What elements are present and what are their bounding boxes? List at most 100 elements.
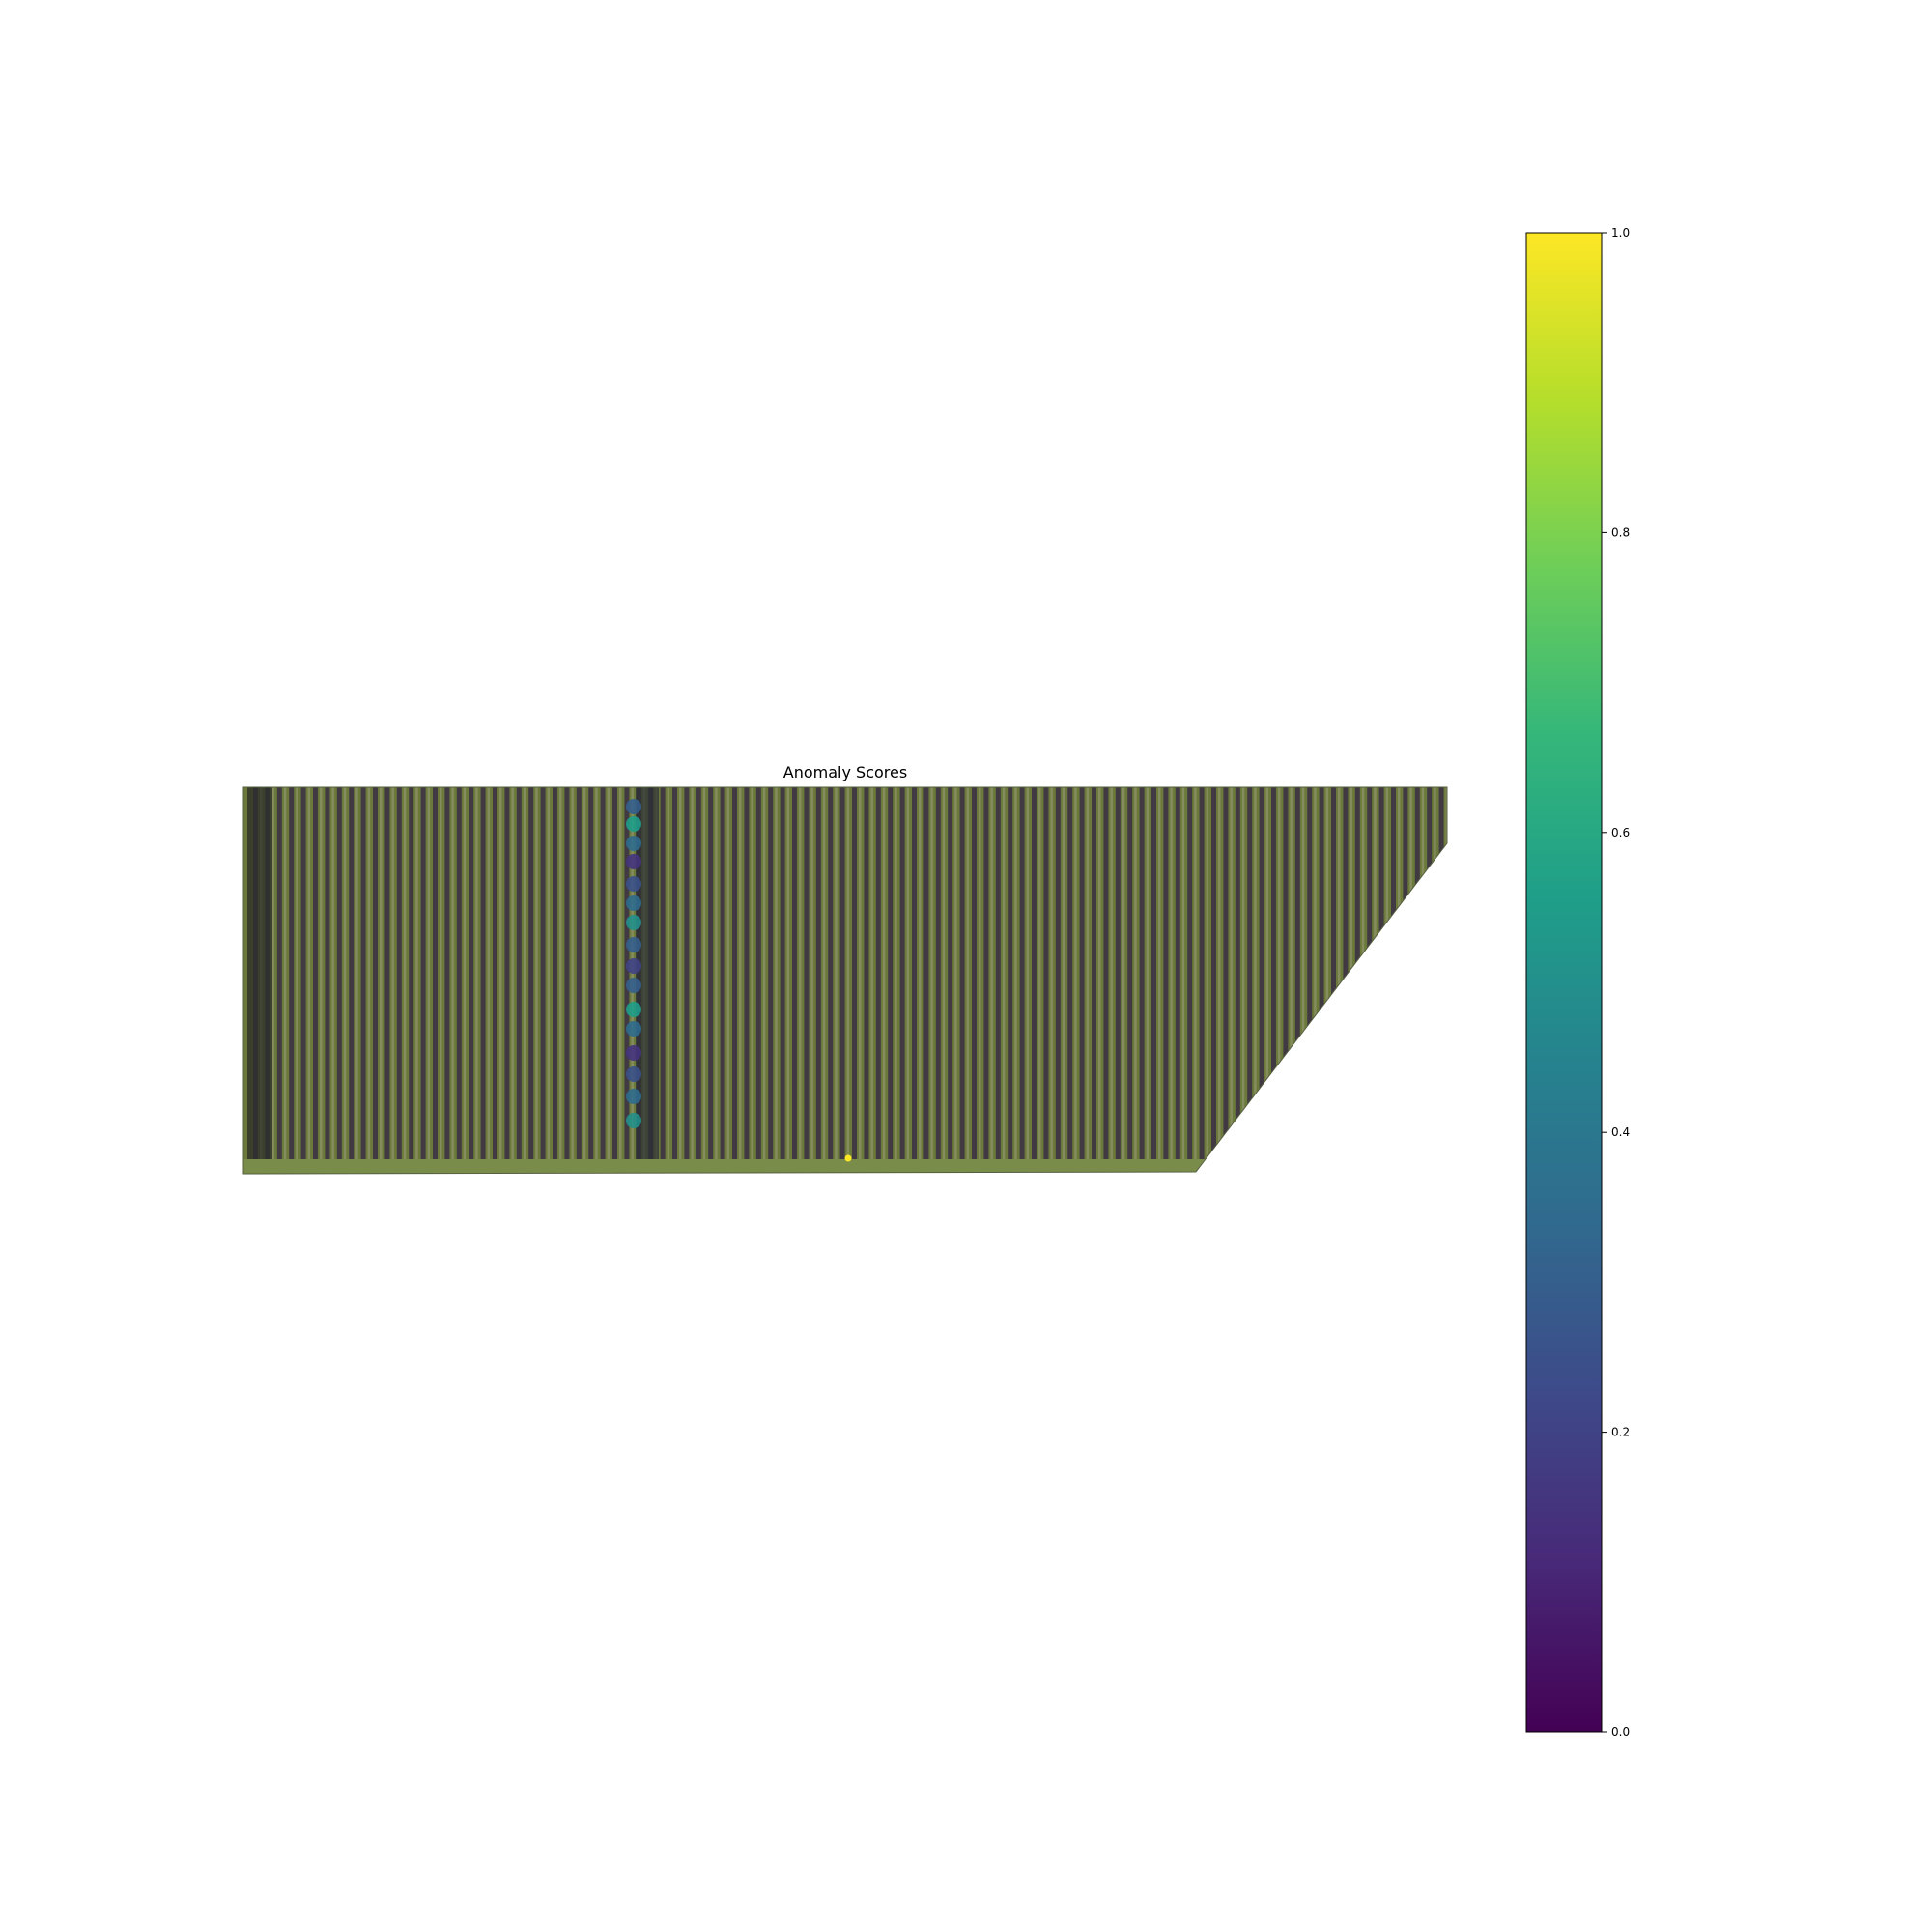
tree-row: [959, 787, 965, 1174]
tree-row: [708, 787, 714, 1174]
soil-strip: [1062, 787, 1065, 1174]
anomaly-point: [626, 895, 641, 911]
anomaly-point: [626, 836, 641, 851]
soil-strip: [367, 787, 371, 1174]
soil-strip: [1098, 787, 1101, 1174]
anomaly-point: [844, 1154, 852, 1162]
tree-row: [1079, 787, 1085, 1174]
orthomosaic-image: [243, 787, 1447, 1174]
tree-row: [564, 787, 570, 1174]
tree-row: [504, 787, 510, 1174]
soil-strip: [1301, 787, 1305, 1174]
tree-row: [852, 787, 857, 1174]
soil-strip: [1374, 787, 1377, 1174]
tree-row: [1175, 787, 1180, 1174]
tree-row: [576, 787, 582, 1174]
soil-strip: [775, 787, 778, 1174]
tree-row: [1391, 787, 1396, 1174]
tree-row: [1403, 787, 1408, 1174]
soil-strip: [859, 787, 862, 1174]
soil-strip: [559, 787, 562, 1174]
soil-strip: [691, 787, 694, 1174]
tree-row: [1055, 787, 1061, 1174]
anomaly-point: [626, 978, 641, 993]
soil-strip: [1290, 787, 1293, 1174]
tree-row: [1067, 787, 1073, 1174]
tree-row: [360, 787, 366, 1174]
tree-row: [420, 787, 426, 1174]
anomaly-point: [626, 1089, 641, 1104]
tree-row: [349, 787, 355, 1174]
tree-row: [912, 787, 917, 1174]
tree-row: [839, 787, 845, 1174]
soil-strip: [1241, 787, 1245, 1174]
soil-strip: [835, 787, 838, 1174]
soil-strip: [391, 787, 394, 1174]
soil-strip: [1194, 787, 1197, 1174]
soil-strip: [1050, 787, 1053, 1174]
tree-row: [325, 787, 330, 1174]
tree-row: [276, 787, 282, 1174]
tree-row: [1103, 787, 1109, 1174]
tree-row: [1092, 787, 1096, 1174]
anomaly-point: [626, 816, 641, 832]
tree-row: [493, 787, 497, 1174]
soil-strip: [1146, 787, 1150, 1174]
soil-strip: [702, 787, 706, 1174]
tree-row: [1019, 787, 1025, 1174]
soil-strip: [990, 787, 993, 1174]
soil-strip: [427, 787, 431, 1174]
soil-strip: [1325, 787, 1329, 1174]
chart-title: Anomaly Scores: [782, 763, 908, 781]
soil-strip: [679, 787, 682, 1174]
tree-row: [696, 787, 701, 1174]
tree-row: [1008, 787, 1013, 1174]
tree-row: [528, 787, 534, 1174]
tree-row: [1127, 787, 1133, 1174]
tree-row: [444, 787, 450, 1174]
anomaly-point: [626, 1066, 641, 1082]
tree-row: [300, 787, 306, 1174]
soil-strip: [1338, 787, 1341, 1174]
tree-row: [1294, 787, 1300, 1174]
soil-strip: [799, 787, 802, 1174]
colorbar-tick-label: 0.2: [1611, 1426, 1630, 1439]
anomaly-point: [626, 1021, 641, 1037]
soil-strip: [380, 787, 383, 1174]
soil-strip: [1002, 787, 1006, 1174]
soil-strip: [1254, 787, 1257, 1174]
tree-row: [1247, 787, 1253, 1174]
soil-strip: [1350, 787, 1352, 1174]
soil-strip: [1398, 787, 1401, 1174]
tree-row: [1163, 787, 1169, 1174]
tree-row: [755, 787, 761, 1174]
tree-row: [1283, 787, 1289, 1174]
anomaly-point: [626, 1113, 641, 1128]
soil-strip: [607, 787, 611, 1174]
tree-row: [480, 787, 486, 1174]
tree-row: [815, 787, 821, 1174]
soil-strip: [882, 787, 886, 1174]
soil-strip: [403, 787, 407, 1174]
tree-row: [744, 787, 750, 1174]
tree-row: [433, 787, 438, 1174]
soil-strip: [1314, 787, 1317, 1174]
tree-row: [516, 787, 522, 1174]
tree-row: [875, 787, 881, 1174]
tree-row: [768, 787, 774, 1174]
soil-strip: [786, 787, 790, 1174]
tree-row: [1343, 787, 1349, 1174]
soil-strip: [739, 787, 742, 1174]
tree-row: [792, 787, 797, 1174]
tree-row: [923, 787, 929, 1174]
soil-strip: [619, 787, 622, 1174]
tree-row: [828, 787, 834, 1174]
soil-strip: [475, 787, 478, 1174]
soil-strip: [283, 787, 287, 1174]
soil-strip: [582, 787, 586, 1174]
soil-strip: [320, 787, 323, 1174]
soil-strip: [571, 787, 574, 1174]
soil-strip: [1158, 787, 1161, 1174]
colorbar: 0.0 0.2 0.4 0.6 0.8 1.0: [1525, 226, 1630, 1739]
